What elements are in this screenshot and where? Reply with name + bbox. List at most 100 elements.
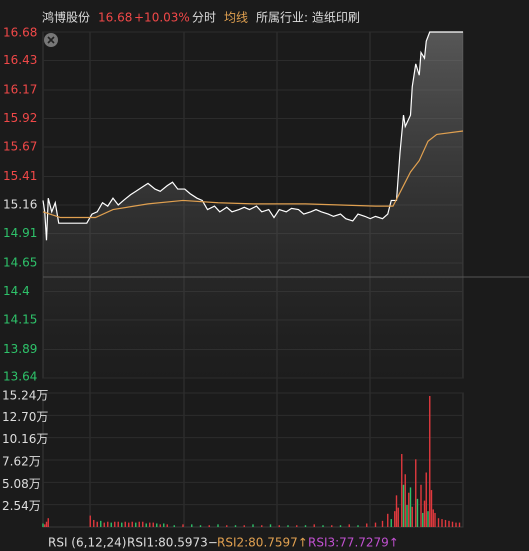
y-tick-label: 15.67 (3, 139, 37, 153)
volume-bar (402, 484, 405, 527)
volume-bar (357, 525, 359, 527)
volume-bar (411, 506, 413, 527)
volume-bar (437, 518, 440, 527)
volume-bar (416, 498, 419, 527)
mode[interactable]: 分时 (192, 11, 216, 25)
volume-bar (339, 525, 342, 527)
y-tick-label: 16.43 (3, 53, 37, 67)
volume-bar (390, 519, 392, 527)
volume-bar (156, 523, 158, 527)
volume-bar (374, 522, 377, 527)
volume-bar (448, 520, 450, 527)
volume-bar (451, 521, 454, 527)
volume-bar (313, 524, 315, 527)
volume-bar (103, 522, 105, 527)
volume-bar (415, 459, 417, 527)
volume-bar (406, 505, 408, 527)
volume-bar (100, 520, 102, 527)
volume-bar (278, 525, 280, 527)
volume-bar (404, 474, 406, 527)
volume-bar (427, 511, 429, 527)
rsi1: RSI1:80.5973− (127, 536, 218, 550)
change: +10.03% (134, 11, 190, 25)
volume-bar (408, 492, 410, 527)
volume-bar (124, 521, 126, 527)
volume-bar (458, 522, 461, 527)
volume-bar (226, 525, 228, 527)
stock-name: 鸿博股份 (42, 10, 90, 25)
volume-bar (45, 521, 48, 527)
close-button[interactable] (44, 33, 58, 47)
volume-bar (434, 512, 436, 527)
volume-bar (121, 522, 123, 527)
volume-bar (47, 518, 49, 527)
y-tick-label: 14.65 (3, 256, 37, 270)
volume-bar (149, 522, 151, 527)
volume-bar (366, 523, 368, 527)
volume-bar (166, 524, 168, 527)
y-tick-label: 7.62万 (2, 455, 41, 469)
volume-bar (163, 523, 165, 527)
y-tick-label: 2.54万 (2, 499, 41, 513)
y-tick-label: 12.70万 (2, 410, 48, 424)
y-tick-label: 10.16万 (2, 432, 48, 446)
volume-bar (455, 522, 457, 527)
volume-bar (159, 524, 161, 527)
volume-bar (387, 513, 389, 527)
volume-bar (422, 512, 424, 527)
volume-bar (401, 454, 403, 527)
avg-label[interactable]: 均线 (224, 11, 248, 25)
average-line (42, 130, 464, 219)
y-tick-label: 15.24万 (2, 389, 48, 403)
volume-bar (182, 524, 184, 527)
rsi2: RSI2:80.7597↑ (217, 536, 308, 550)
volume-bar (252, 524, 254, 527)
rsi-label: RSI (6,12,24) (48, 536, 126, 550)
header: 鸿博股份 16.68 +10.03% 分时 均线 所属行业: 造纸印刷 (42, 10, 360, 25)
volume-bar (145, 523, 147, 527)
y-tick-label: 15.41 (3, 169, 37, 183)
volume-bar (199, 525, 202, 527)
volume-bar (331, 525, 333, 527)
y-tick-label: 16.17 (3, 83, 37, 97)
volume-bar (420, 484, 422, 527)
volume-bar (114, 521, 116, 527)
volume-bar (441, 519, 443, 527)
volume-bar (348, 524, 350, 527)
volume-bar (138, 521, 140, 527)
volume-bar (322, 525, 324, 527)
price: 16.68 (98, 11, 132, 25)
volume-bar (107, 521, 109, 527)
volume-bar (432, 509, 434, 527)
volume-bar (395, 495, 398, 527)
price-area (43, 32, 463, 378)
volume-bar (131, 521, 133, 527)
volume-bar (191, 524, 193, 527)
footer: RSI (6,12,24) RSI1:80.5973− RSI2:80.7597… (48, 536, 399, 550)
volume-bar (152, 522, 154, 527)
volume-bar (217, 524, 219, 527)
volume-bar (89, 515, 91, 527)
volume-bar (173, 525, 175, 527)
volume-bar (96, 521, 98, 527)
volume-bar (296, 525, 298, 527)
volume-bar (42, 523, 44, 527)
volume-bar (44, 524, 46, 527)
volume-bar (93, 519, 95, 527)
rsi3: RSI3:77.7279↑ (308, 536, 399, 550)
volume-bar (444, 519, 447, 527)
volume-bar (409, 487, 412, 527)
volume-bar (261, 525, 263, 527)
volume-bar (425, 472, 427, 527)
y-tick-label: 13.89 (3, 342, 37, 356)
y-tick-label: 15.92 (3, 111, 37, 125)
volume-bar (394, 511, 396, 527)
industry: 所属行业: 造纸印刷 (256, 11, 360, 25)
volume-bar (135, 522, 137, 527)
y-tick-label: 14.4 (3, 284, 30, 298)
y-tick-label: 15.16 (3, 198, 37, 212)
volume-bar (397, 507, 399, 527)
y-tick-label: 16.68 (3, 26, 37, 40)
volume-bar (287, 525, 289, 527)
